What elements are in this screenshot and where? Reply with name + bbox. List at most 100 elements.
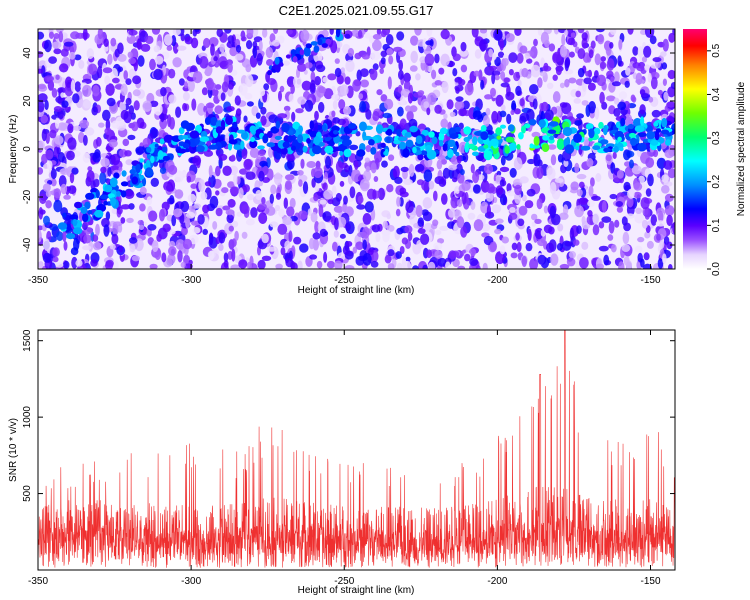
spectrogram-cell	[38, 229, 42, 243]
spectrogram-cell	[491, 72, 496, 85]
spectrogram-cell	[250, 207, 258, 218]
spectrogram-ridge-cell	[637, 132, 647, 138]
spectrogram-cell	[437, 257, 447, 267]
spectrogram-cell	[245, 74, 254, 88]
spectrogram-cell	[60, 183, 68, 195]
spectrogram-cell	[90, 259, 98, 267]
spectrogram-cell	[135, 146, 146, 154]
spectrogram-ridge-cell	[257, 145, 265, 150]
spectrogram-cell	[431, 69, 437, 80]
spectrogram-cell	[567, 37, 576, 46]
spectrogram-cell	[322, 182, 328, 191]
spectrogram-cell	[399, 187, 407, 195]
spectrogram-cell	[588, 185, 594, 197]
spectrogram-cell	[456, 155, 462, 164]
spectrogram-cell	[218, 232, 226, 244]
colorbar-tick-label: 0.1	[711, 218, 722, 232]
spectrogram-cell	[500, 155, 506, 166]
spectrogram-cell	[448, 250, 457, 260]
spectrogram-ridge-cell	[495, 127, 503, 136]
spectrogram-cell	[548, 43, 556, 52]
spectrogram-cell	[376, 89, 383, 96]
spectrogram-cell	[44, 75, 54, 82]
spectrogram-cell	[300, 29, 310, 42]
spectrogram-cell	[180, 261, 186, 268]
spectrogram-cell	[552, 74, 558, 81]
spectrogram-cell	[78, 131, 85, 144]
spectrogram-cell	[633, 182, 643, 191]
spectrogram-cell	[640, 258, 645, 268]
spectrogram-cell	[137, 219, 144, 226]
spectrogram-cell	[494, 218, 504, 224]
spectrogram-cell	[287, 153, 295, 161]
spectrogram-cell	[546, 82, 554, 90]
spectrogram-cell	[360, 68, 369, 78]
spectrogram-cell	[537, 239, 546, 247]
spectrogram-cell	[120, 217, 126, 224]
spectrogram-cell	[128, 57, 137, 65]
spectrogram-cell	[601, 200, 607, 213]
spectrogram-cell	[668, 264, 673, 269]
spectrogram-cell	[286, 29, 293, 35]
spectrogram-cell	[112, 77, 120, 84]
spectrogram-cell	[265, 46, 274, 59]
spectrogram-cell	[314, 110, 319, 121]
spectrogram-cell	[370, 51, 381, 61]
spectrogram-cell	[132, 89, 141, 97]
spectrogram-cell	[222, 205, 231, 211]
spectrogram-cell	[357, 29, 363, 38]
spectrogram-cell	[82, 245, 92, 251]
spectrogram-cell	[252, 45, 257, 59]
spectrogram-cell	[599, 91, 605, 104]
spectrogram-ridge-cell	[162, 155, 170, 161]
spectrogram-cell	[587, 210, 593, 217]
spectrogram-cell	[194, 29, 200, 33]
spectrogram-cell	[565, 57, 571, 67]
spectrogram-ridge-cell	[618, 124, 628, 133]
spectrogram-cell	[514, 29, 522, 36]
spectrogram-ridge-cell	[405, 139, 414, 148]
spectrogram-cell	[627, 143, 633, 152]
spectrogram-cell	[261, 233, 269, 244]
spectrogram-ridge-cell	[640, 116, 645, 126]
spectrogram-cell	[529, 258, 539, 269]
spectrogram-cell	[488, 48, 494, 58]
spectrogram-cell	[515, 232, 520, 241]
spectrogram-ridge-cell	[368, 139, 375, 146]
spectrogram-cell	[510, 109, 515, 115]
spectrogram-ridge-cell	[417, 153, 424, 161]
spectrogram-cell	[301, 80, 312, 91]
spectrogram-cell	[38, 68, 44, 74]
spectrogram-cell	[452, 68, 458, 77]
spectrogram-cell	[335, 41, 343, 48]
spectrogram-cell	[395, 251, 402, 259]
spectrogram-cell	[309, 254, 318, 260]
spectrogram-cell	[441, 81, 449, 94]
spectrogram-cell	[380, 94, 388, 102]
spectrogram-cell	[647, 72, 652, 83]
spectrogram-cell	[183, 263, 193, 269]
spectrogram-cell	[284, 174, 295, 181]
spectrogram-cell	[310, 211, 318, 223]
spectrogram-streak-cell	[335, 29, 341, 38]
spectrogram-cell	[342, 245, 350, 256]
spectrogram-cell	[49, 129, 57, 139]
spectrogram-cell	[613, 71, 620, 84]
spectrogram-streak-cell	[305, 43, 312, 49]
spectrogram-cell	[434, 104, 442, 114]
spectrogram-cell	[595, 173, 602, 182]
spectrogram-cell	[661, 62, 668, 70]
spectrogram-cell	[454, 100, 465, 111]
spectrogram-cell	[617, 101, 627, 111]
spectrogram-cell	[614, 219, 620, 228]
spectrogram-cell	[658, 210, 664, 223]
y-tick-label: -20	[22, 189, 33, 204]
spectrogram-cell	[422, 264, 428, 269]
spectrogram-ridge-cell	[592, 145, 601, 151]
spectrogram-cell	[82, 152, 91, 163]
spectrogram-ridge-cell	[375, 124, 384, 134]
spectrogram-cell	[297, 96, 307, 105]
spectrogram-ridge-cell	[613, 145, 619, 153]
spectrogram-cell	[39, 193, 47, 205]
spectrogram-cell	[537, 29, 543, 36]
